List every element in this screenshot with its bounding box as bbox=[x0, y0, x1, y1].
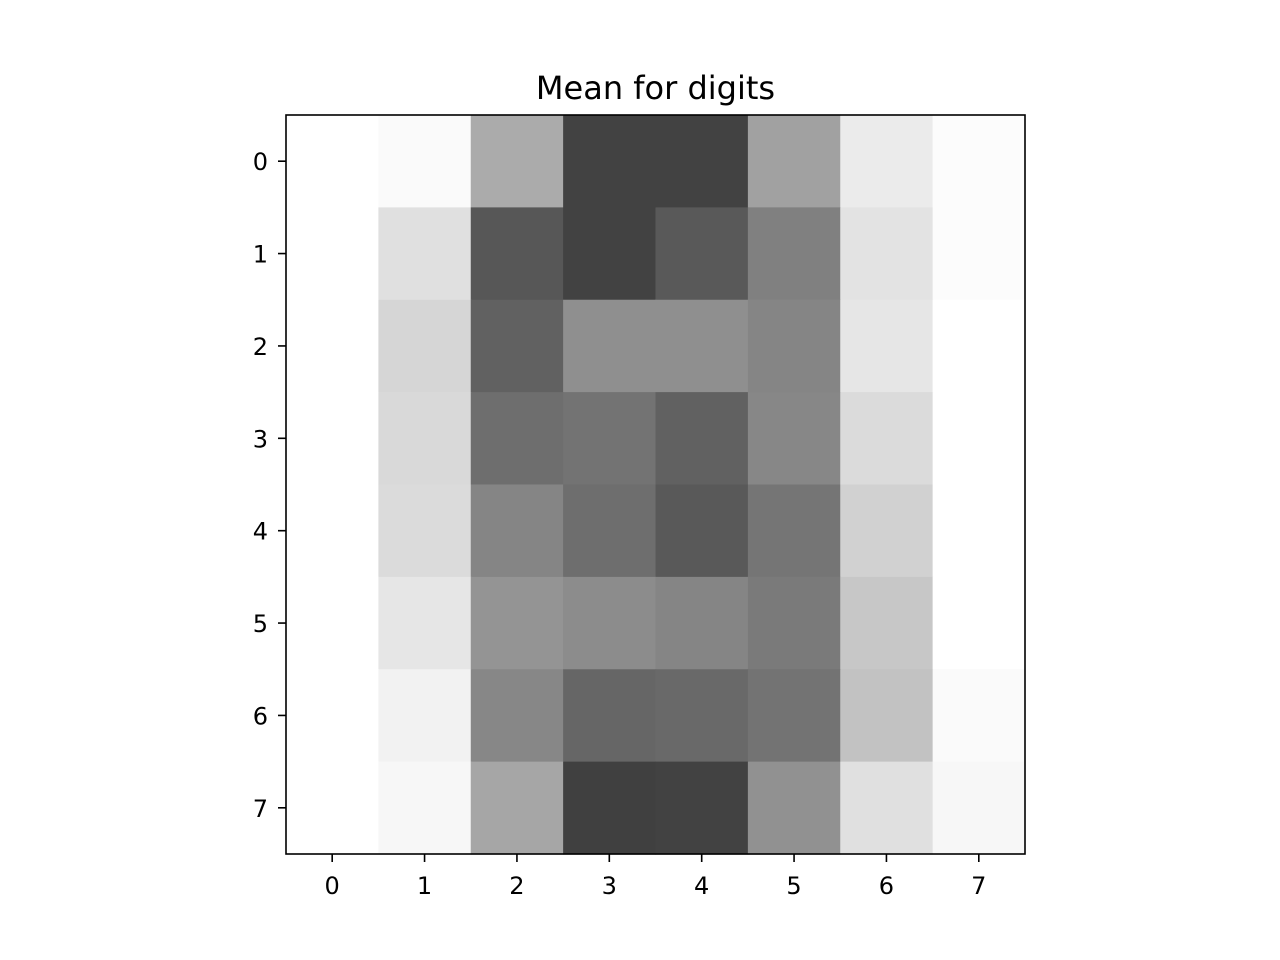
heatmap-cell-r7-c2 bbox=[470, 761, 564, 855]
heatmap-cell-r3-c7 bbox=[932, 392, 1026, 486]
heatmap-cell-r2-c2 bbox=[470, 299, 564, 393]
heatmap-cell-r7-c4 bbox=[655, 761, 749, 855]
heatmap-cell-r1-c0 bbox=[286, 207, 379, 301]
heatmap-cell-r4-c6 bbox=[840, 484, 934, 578]
x-tick-label: 6 bbox=[879, 872, 894, 900]
heatmap-cell-r5-c4 bbox=[655, 576, 749, 670]
heatmap-cell-r3-c3 bbox=[563, 392, 657, 486]
heatmap-cell-r5-c7 bbox=[932, 576, 1026, 670]
x-tick-label: 2 bbox=[509, 872, 524, 900]
heatmap-cell-r3-c1 bbox=[378, 392, 472, 486]
heatmap-cell-r7-c0 bbox=[286, 761, 379, 855]
heatmap-cell-r4-c5 bbox=[747, 484, 841, 578]
heatmap-cell-r3-c4 bbox=[655, 392, 749, 486]
heatmap-cell-r1-c6 bbox=[840, 207, 934, 301]
y-tick-label: 7 bbox=[253, 795, 268, 823]
heatmap-cell-r6-c3 bbox=[563, 669, 657, 763]
heatmap-cells bbox=[286, 115, 1026, 855]
y-tick-label: 0 bbox=[253, 148, 268, 176]
y-tick-label: 6 bbox=[253, 702, 268, 730]
heatmap-cell-r7-c7 bbox=[932, 761, 1026, 855]
heatmap-cell-r5-c2 bbox=[470, 576, 564, 670]
heatmap-cell-r4-c1 bbox=[378, 484, 472, 578]
heatmap-cell-r6-c2 bbox=[470, 669, 564, 763]
heatmap-cell-r0-c0 bbox=[286, 115, 379, 208]
heatmap-cell-r4-c7 bbox=[932, 484, 1026, 578]
y-tick-label: 1 bbox=[253, 241, 268, 269]
heatmap-cell-r0-c1 bbox=[378, 115, 472, 208]
heatmap-cell-r6-c4 bbox=[655, 669, 749, 763]
heatmap-cell-r4-c0 bbox=[286, 484, 379, 578]
x-tick-label: 1 bbox=[417, 872, 432, 900]
y-tick-label: 4 bbox=[253, 518, 268, 546]
x-tick-label: 7 bbox=[971, 872, 986, 900]
heatmap-cell-r4-c2 bbox=[470, 484, 564, 578]
heatmap-cell-r1-c2 bbox=[470, 207, 564, 301]
heatmap-cell-r5-c1 bbox=[378, 576, 472, 670]
plot-frame bbox=[285, 114, 1026, 855]
heatmap-cell-r6-c7 bbox=[932, 669, 1026, 763]
heatmap-cell-r7-c1 bbox=[378, 761, 472, 855]
y-tick-label: 2 bbox=[253, 333, 268, 361]
heatmap-cell-r2-c1 bbox=[378, 299, 472, 393]
x-axis: 0 1 2 3 4 5 6 7 bbox=[325, 854, 986, 900]
heatmap-cell-r2-c0 bbox=[286, 299, 379, 393]
heatmap-cell-r6-c5 bbox=[747, 669, 841, 763]
heatmap-cell-r7-c5 bbox=[747, 761, 841, 855]
x-tick-label: 3 bbox=[602, 872, 617, 900]
heatmap-cell-r3-c6 bbox=[840, 392, 934, 486]
heatmap-cell-r2-c6 bbox=[840, 299, 934, 393]
x-tick-label: 0 bbox=[325, 872, 340, 900]
heatmap-cell-r5-c3 bbox=[563, 576, 657, 670]
heatmap-cell-r1-c5 bbox=[747, 207, 841, 301]
heatmap-cell-r4-c4 bbox=[655, 484, 749, 578]
heatmap-cell-r6-c1 bbox=[378, 669, 472, 763]
y-axis: 0 1 2 3 4 5 6 7 bbox=[253, 148, 286, 823]
heatmap-cell-r5-c0 bbox=[286, 576, 379, 670]
heatmap-cell-r5-c5 bbox=[747, 576, 841, 670]
heatmap-cell-r3-c2 bbox=[470, 392, 564, 486]
heatmap-cell-r6-c0 bbox=[286, 669, 379, 763]
heatmap-cell-r1-c3 bbox=[563, 207, 657, 301]
heatmap-cell-r6-c6 bbox=[840, 669, 934, 763]
heatmap-cell-r2-c5 bbox=[747, 299, 841, 393]
heatmap-cell-r2-c3 bbox=[563, 299, 657, 393]
heatmap-cell-r3-c0 bbox=[286, 392, 379, 486]
heatmap-cell-r3-c5 bbox=[747, 392, 841, 486]
heatmap-cell-r4-c3 bbox=[563, 484, 657, 578]
heatmap-cell-r1-c1 bbox=[378, 207, 472, 301]
chart-title: Mean for digits bbox=[536, 69, 775, 107]
heatmap-cell-r0-c7 bbox=[932, 115, 1026, 208]
heatmap-cell-r0-c6 bbox=[840, 115, 934, 208]
heatmap-cell-r2-c7 bbox=[932, 299, 1026, 393]
heatmap-cell-r1-c4 bbox=[655, 207, 749, 301]
heatmap-cell-r7-c6 bbox=[840, 761, 934, 855]
y-tick-label: 5 bbox=[253, 610, 268, 638]
heatmap-cell-r0-c5 bbox=[747, 115, 841, 208]
heatmap-cell-r0-c4 bbox=[655, 115, 749, 208]
heatmap-cell-r5-c6 bbox=[840, 576, 934, 670]
heatmap-cell-r0-c3 bbox=[563, 115, 657, 208]
heatmap-cell-r1-c7 bbox=[932, 207, 1026, 301]
y-tick-label: 3 bbox=[253, 425, 268, 453]
x-tick-label: 5 bbox=[786, 872, 801, 900]
heatmap-cell-r2-c4 bbox=[655, 299, 749, 393]
x-tick-label: 4 bbox=[694, 872, 709, 900]
heatmap-cell-r0-c2 bbox=[470, 115, 564, 208]
heatmap-cell-r7-c3 bbox=[563, 761, 657, 855]
